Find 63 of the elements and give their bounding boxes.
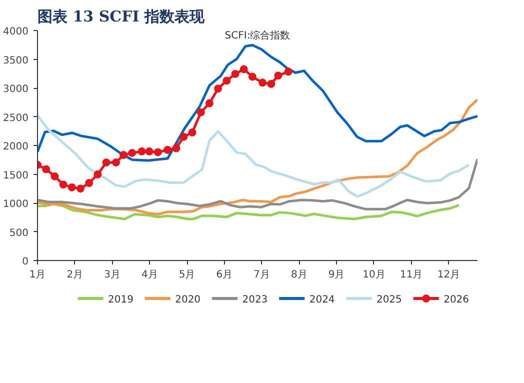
x-tick-label: 11月 <box>400 270 423 280</box>
y-tick-label: 4000 <box>3 26 29 38</box>
point <box>102 158 110 166</box>
y-tick-label: 3500 <box>3 55 29 66</box>
point <box>119 150 128 159</box>
x-tick-label: 1月 <box>29 270 46 280</box>
point <box>214 84 222 93</box>
point <box>68 183 76 192</box>
x-tick-label: 7月 <box>254 270 270 280</box>
point <box>128 148 136 157</box>
point <box>50 172 59 180</box>
x-tick-label: 9月 <box>328 270 345 280</box>
line-series <box>38 98 478 216</box>
x-tick-label: 8月 <box>291 270 308 280</box>
legend-label: 2026 <box>444 294 470 306</box>
line-series <box>38 202 460 220</box>
point <box>94 170 102 178</box>
point <box>274 72 282 80</box>
y-tick-label: 1500 <box>3 170 29 182</box>
point <box>188 128 196 136</box>
point <box>42 165 50 174</box>
line-series <box>38 44 478 162</box>
x-tick-label: 2月 <box>66 270 84 280</box>
point <box>248 72 256 81</box>
point <box>145 147 154 156</box>
point <box>180 132 188 141</box>
chart-title: 图表 13 SCFI 指数表现 <box>38 8 206 26</box>
y-tick-label: 1000 <box>3 199 29 210</box>
x-tick-label: 3月 <box>104 270 120 280</box>
line-series <box>38 114 470 198</box>
y-tick-label: 500 <box>9 228 29 239</box>
point <box>138 147 146 156</box>
point <box>205 99 214 108</box>
point <box>267 80 276 88</box>
legend-label: 2025 <box>376 294 402 306</box>
point <box>164 146 172 154</box>
point <box>258 78 267 87</box>
point <box>154 148 162 156</box>
point <box>85 179 94 188</box>
point <box>222 76 231 85</box>
legend-label: 2020 <box>175 294 201 306</box>
legend-label: 2019 <box>108 294 134 306</box>
point <box>231 70 240 78</box>
point <box>196 108 205 116</box>
legend-label: 2024 <box>309 294 335 306</box>
point <box>172 144 180 152</box>
point <box>240 65 248 74</box>
x-tick-label: 6月 <box>216 270 233 280</box>
x-tick-label: 10月 <box>362 270 386 280</box>
x-tick-label: 5月 <box>178 270 196 280</box>
y-tick-label: 3000 <box>3 84 29 95</box>
x-tick-label: 4月 <box>141 270 158 280</box>
annotation: SCFI:综合指数 <box>224 30 290 42</box>
point <box>112 158 120 166</box>
legend-label: 2023 <box>242 294 268 306</box>
x-tick-label: 12月 <box>437 270 460 280</box>
point <box>76 184 84 193</box>
line-series <box>38 158 478 210</box>
point <box>59 180 68 189</box>
y-tick-label: 2500 <box>3 112 29 124</box>
point <box>284 68 292 76</box>
y-tick-label: 0 <box>22 256 29 268</box>
y-tick-label: 2000 <box>3 142 29 152</box>
